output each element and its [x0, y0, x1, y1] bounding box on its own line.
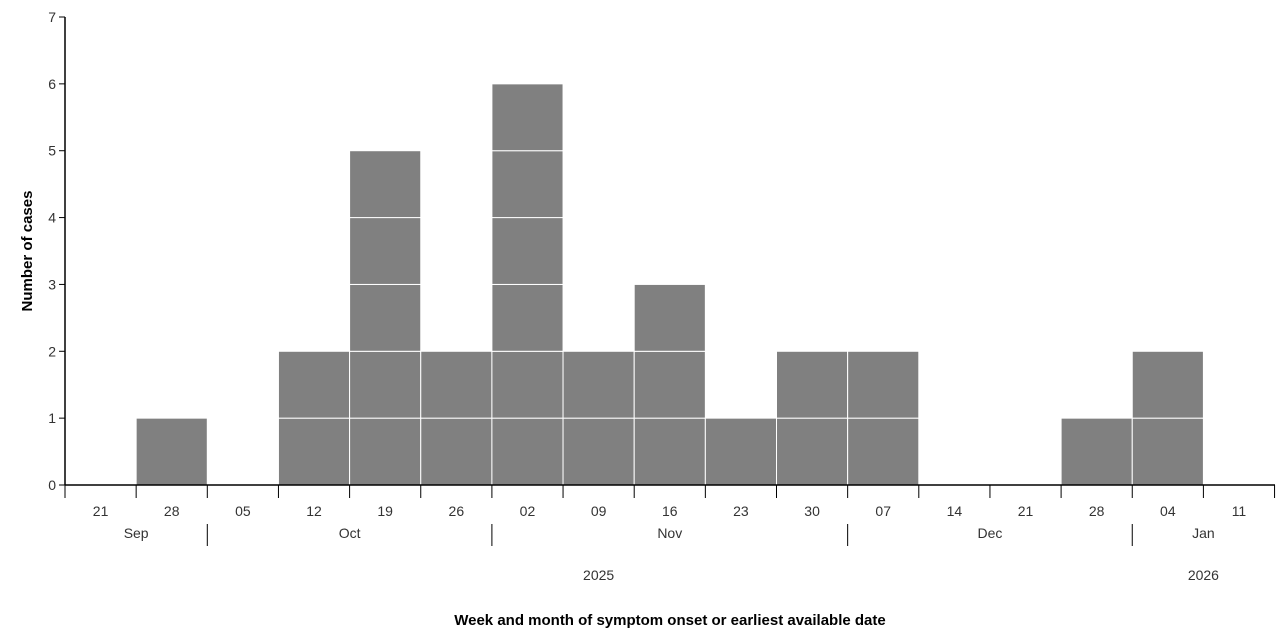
bar-case-unit: [349, 150, 422, 219]
bar-case-unit: [491, 83, 564, 152]
x-month-label: Jan: [1192, 525, 1215, 541]
x-tick-label-day: 16: [662, 503, 678, 519]
x-tick-label-day: 23: [733, 503, 749, 519]
bar-case-unit: [562, 417, 635, 486]
bar-case-unit: [1060, 417, 1133, 486]
bar-case-unit: [135, 417, 208, 486]
bar-case-unit: [847, 350, 920, 419]
x-tick-label-day: 21: [93, 503, 109, 519]
bar-case-unit: [633, 350, 706, 419]
bar-case-unit: [349, 217, 422, 285]
bar-case-unit: [420, 417, 493, 486]
y-tick-label: 2: [48, 343, 56, 359]
bar-case-unit: [633, 417, 706, 486]
y-tick-label: 4: [48, 210, 56, 226]
bar-case-unit: [277, 417, 351, 486]
y-tick-label: 5: [48, 143, 56, 159]
x-tick-label-day: 19: [377, 503, 393, 519]
bar-case-unit: [420, 350, 493, 419]
bar-case-unit: [1131, 350, 1204, 419]
bar-case-unit: [491, 417, 564, 486]
x-tick-label-day: 21: [1018, 503, 1034, 519]
x-tick-label-day: 14: [947, 503, 963, 519]
x-year-label: 2026: [1188, 567, 1219, 583]
x-tick-label-day: 12: [306, 503, 322, 519]
x-axis: 21 28 05 12 19 26 02 09 16 23 30 07 14 21 28 04 11 Sep Oct…: [64, 484, 1276, 583]
bar-case-unit: [491, 150, 564, 219]
bar-case-unit: [349, 350, 422, 419]
bar-case-unit: [349, 283, 422, 352]
x-month-label: Nov: [657, 525, 682, 541]
y-axis: 0 1 2 3 4 5 6 7: [48, 9, 66, 493]
x-month-label: Dec: [977, 525, 1002, 541]
y-tick-label: 0: [48, 477, 56, 493]
bar-case-unit: [349, 417, 422, 486]
x-year-label: 2025: [583, 567, 614, 583]
bar-case-unit: [633, 283, 706, 352]
bar-case-unit: [704, 417, 777, 486]
x-tick-label-day: 05: [235, 503, 251, 519]
bar-case-unit: [562, 350, 635, 419]
y-tick-label: 1: [48, 410, 56, 426]
y-axis-title: Number of cases: [19, 191, 36, 312]
bar-case-unit: [491, 283, 564, 352]
bar-case-unit: [1131, 417, 1204, 486]
x-axis-title: Week and month of symptom onset or earli…: [454, 612, 886, 629]
x-tick-label-day: 30: [804, 503, 820, 519]
bar-case-unit: [491, 350, 564, 419]
x-tick-label-day: 26: [449, 503, 465, 519]
bar-case-unit: [776, 350, 849, 419]
x-tick-label-day: 28: [164, 503, 180, 519]
x-tick-label-day: 04: [1160, 503, 1176, 519]
bar-case-unit: [491, 217, 564, 285]
x-tick-label-day: 02: [520, 503, 536, 519]
x-tick-label-day: 28: [1089, 503, 1105, 519]
x-tick-label-day: 07: [875, 503, 891, 519]
x-month-label: Sep: [124, 525, 149, 541]
y-tick-label: 6: [48, 76, 56, 92]
bar-case-unit: [277, 350, 351, 419]
x-tick-label-day: 09: [591, 503, 607, 519]
x-tick-label-day: 11: [1232, 503, 1247, 519]
y-tick-label: 7: [48, 9, 56, 25]
y-tick-label: 3: [48, 276, 56, 292]
bar-case-unit: [847, 417, 920, 486]
x-month-label: Oct: [339, 525, 361, 541]
bars-group: [135, 83, 1204, 486]
bar-case-unit: [776, 417, 849, 486]
